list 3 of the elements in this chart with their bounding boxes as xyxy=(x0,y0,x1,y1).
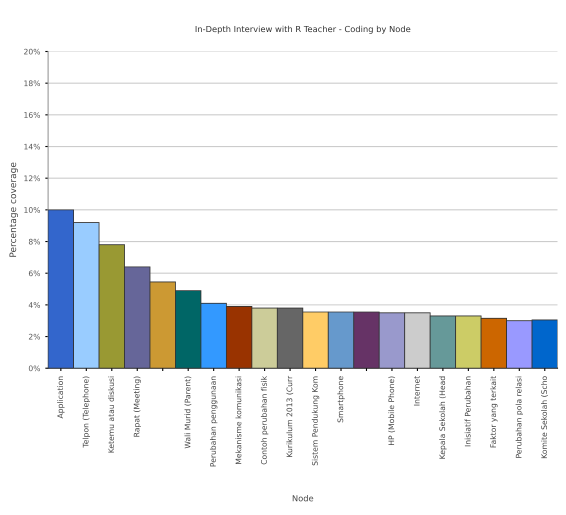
y-axis-title: Percentage coverage xyxy=(9,162,18,257)
x-axis-title: Node xyxy=(292,494,314,502)
chart-title: In-Depth Interview with R Teacher - Coding by Node xyxy=(196,26,410,34)
